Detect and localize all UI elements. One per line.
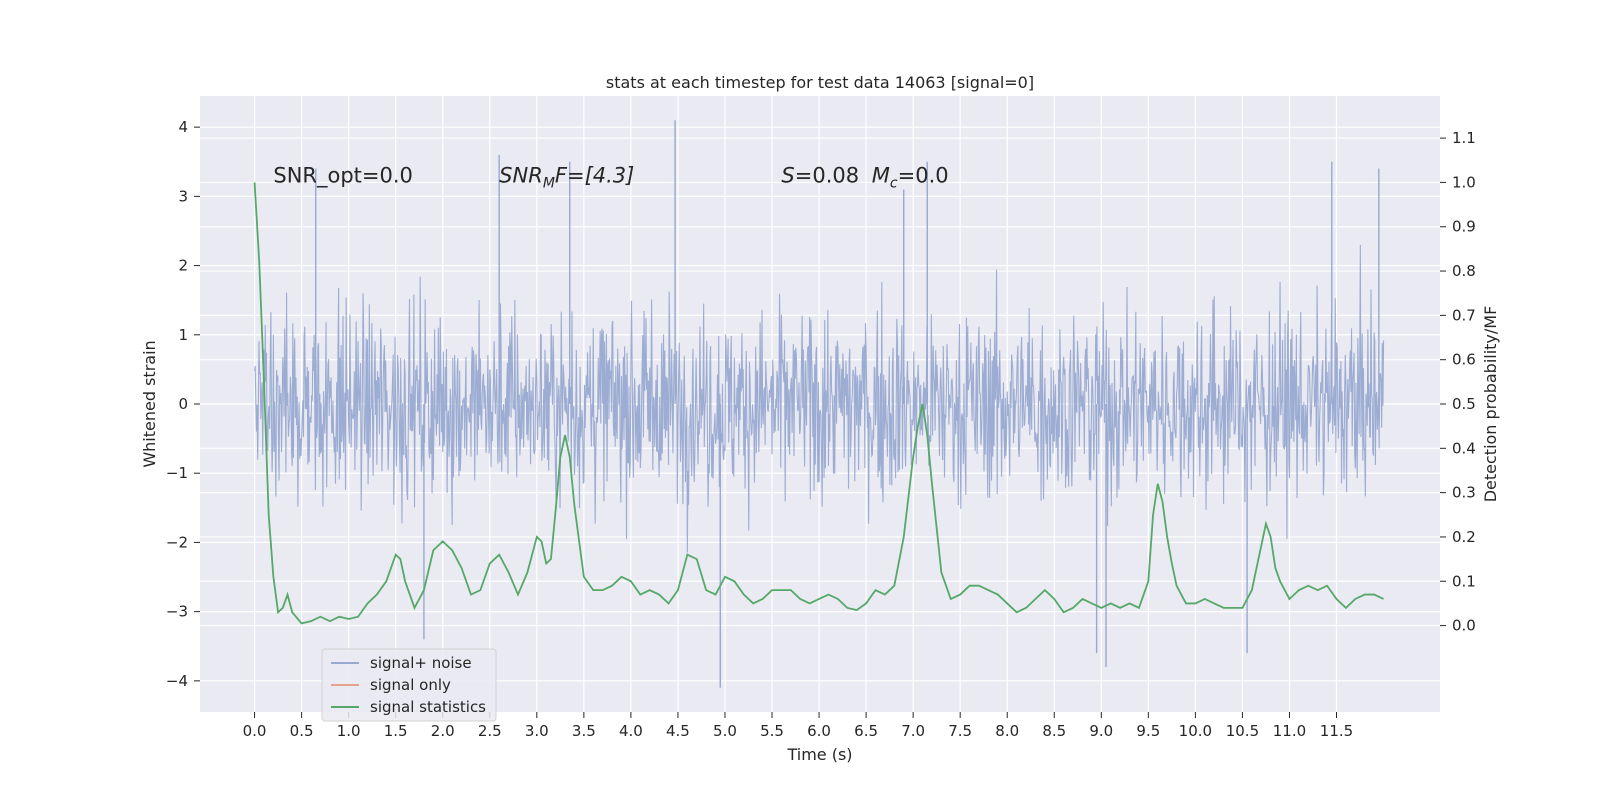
x-tick-label-12: 6.0 [807,722,831,740]
legend-label-signal-statistics: signal statistics [370,698,486,716]
x-tick-label-9: 4.5 [666,722,690,740]
x-tick-label-10: 5.0 [713,722,737,740]
x-tick-label-19: 9.5 [1136,722,1160,740]
y-tick-label-1: −3 [166,603,188,621]
y2-tick-label-5: 0.5 [1452,395,1476,413]
y2-axis-label: Detection probability/MF [1481,306,1500,503]
y2-tick-label-7: 0.7 [1452,306,1476,324]
x-tick-label-22: 11.0 [1273,722,1306,740]
x-tick-label-17: 8.5 [1042,722,1066,740]
x-tick-label-5: 2.5 [478,722,502,740]
y2-tick-label-9: 0.9 [1452,218,1476,236]
x-tick-label-20: 10.0 [1179,722,1212,740]
x-tick-label-18: 9.0 [1089,722,1113,740]
annotation-snr-mf: SNRMF=[4.3] [499,164,634,192]
x-tick-label-4: 2.0 [431,722,455,740]
x-axis: 0.0 0.5 1.0 1.5 2.0 2.5 3.0 3.5 4.0 4.5 5.0 5.5 6.0 6… [243,712,1353,740]
x-tick-label-23: 11.5 [1320,722,1353,740]
chart-title: stats at each timestep for test data 140… [606,73,1034,92]
y2-tick-label-2: 0.2 [1452,528,1476,546]
y-tick-label-5: 1 [178,326,188,344]
y2-tick-label-4: 0.4 [1452,439,1476,457]
x-tick-label-14: 7.0 [901,722,925,740]
y-axis-right: 0.0 0.1 0.2 0.3 0.4 0.5 0.6 0.7 0.8 0.9 1.0 1.1 [1440,129,1476,635]
x-tick-label-2: 1.0 [337,722,361,740]
y2-tick-label-11: 1.1 [1452,129,1476,147]
y2-tick-label-6: 0.6 [1452,351,1476,369]
y-tick-label-8: 4 [178,118,188,136]
y-axis-left: −4 −3 −2 −1 0 1 2 3 4 [166,118,200,690]
x-tick-label-16: 8.0 [995,722,1019,740]
y2-tick-label-0: 0.0 [1452,617,1476,635]
y-tick-label-2: −2 [166,533,188,551]
legend-label-signal-noise: signal+ noise [370,654,472,672]
x-tick-label-13: 6.5 [854,722,878,740]
x-tick-label-8: 4.0 [619,722,643,740]
y2-tick-label-1: 0.1 [1452,572,1476,590]
legend-label-signal-only: signal only [370,676,451,694]
y-axis-label: Whitened strain [140,340,159,467]
x-tick-label-0: 0.0 [243,722,267,740]
x-tick-label-6: 3.0 [525,722,549,740]
series-signal-statistics [253,182,1384,625]
statistics-line [253,182,1384,625]
y2-tick-label-3: 0.3 [1452,484,1476,502]
y-tick-label-6: 2 [178,257,188,275]
x-tick-label-3: 1.5 [384,722,408,740]
noise-trace [254,244,1385,553]
y2-tick-label-8: 0.8 [1452,262,1476,280]
y2-tick-label-10: 1.0 [1452,173,1476,191]
y-tick-label-3: −1 [166,464,188,482]
y-tick-label-0: −4 [166,672,188,690]
legend: signal+ noise signal only signal statist… [321,648,497,722]
x-tick-label-21: 10.5 [1226,722,1259,740]
annotation-s-mc: S=0.08 Mc=0.0 [781,164,948,192]
x-tick-label-15: 7.5 [948,722,972,740]
legend-frame [321,648,497,722]
x-tick-label-1: 0.5 [290,722,314,740]
x-axis-label: Time (s) [786,745,852,764]
y-tick-label-4: 0 [178,395,188,413]
y-tick-label-7: 3 [178,187,188,205]
x-tick-label-7: 3.5 [572,722,596,740]
series-signal-noise [254,120,1385,688]
annotation-snr-opt: SNR_opt=0.0 [273,164,413,189]
x-tick-label-11: 5.5 [760,722,784,740]
annotations: SNR_opt=0.0 SNRMF=[4.3] S=0.08 Mc=0.0 [273,164,948,192]
